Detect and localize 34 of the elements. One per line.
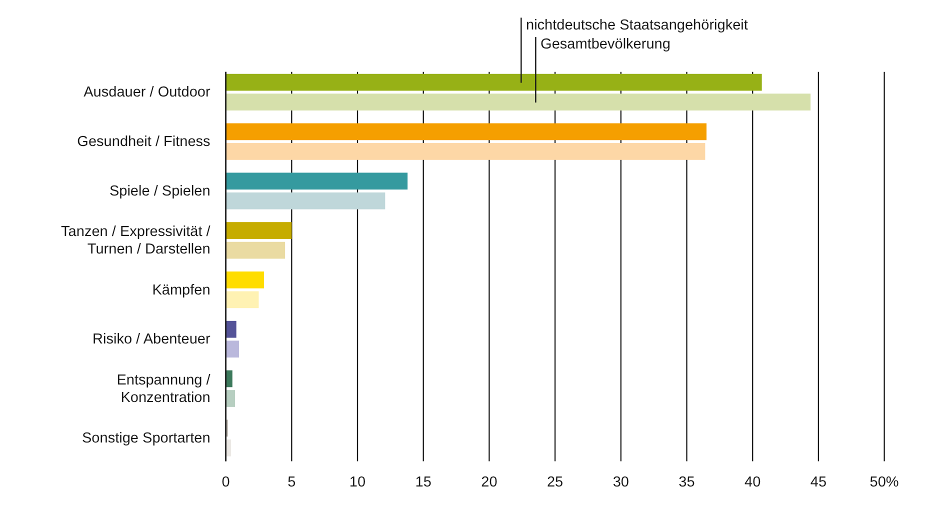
bar	[226, 94, 811, 110]
y-tick-label: Ausdauer / Outdoor	[84, 84, 210, 100]
bar	[226, 272, 264, 288]
y-tick-label: Entspannung / Konzentration	[116, 372, 212, 406]
bar	[226, 74, 762, 91]
bar	[226, 242, 286, 259]
bar	[226, 291, 259, 308]
x-tick-label: 5	[288, 474, 296, 490]
bar	[226, 340, 239, 358]
bar	[226, 320, 236, 338]
y-tick-label: Gesundheit / Fitness	[77, 134, 210, 150]
y-tick-label: Kämpfen	[152, 282, 210, 298]
x-tick-label: 40	[744, 474, 761, 490]
text: Gesamtbevölkerung	[540, 36, 670, 53]
bar	[226, 143, 706, 160]
text: nichtdeutsche Staatsangehörigkeit	[526, 17, 748, 34]
y-tick-label: Tanzen / Expressivität / Turnen / Darstellen	[61, 224, 212, 258]
x-tick-label: 30	[612, 474, 629, 490]
x-tick-label: 45	[810, 474, 827, 490]
x-tick-label: 20	[481, 474, 498, 490]
y-tick-label: Spiele / Spielen	[109, 183, 210, 200]
bar	[226, 390, 236, 407]
y-tick-label: Risiko / Abenteuer	[92, 332, 210, 348]
x-tick-label: 10	[349, 474, 366, 490]
bar	[226, 172, 408, 190]
bar	[226, 222, 292, 239]
y-tick-label: Sonstige Sportarten	[82, 430, 210, 446]
x-tick-label: 35	[678, 474, 695, 490]
bar	[226, 192, 386, 210]
x-tick-label: 25	[546, 474, 564, 490]
x-tick-label: 50%	[870, 474, 899, 490]
bar	[226, 123, 707, 140]
x-tick-label: 0	[222, 474, 230, 490]
x-tick-label: 15	[415, 474, 432, 490]
